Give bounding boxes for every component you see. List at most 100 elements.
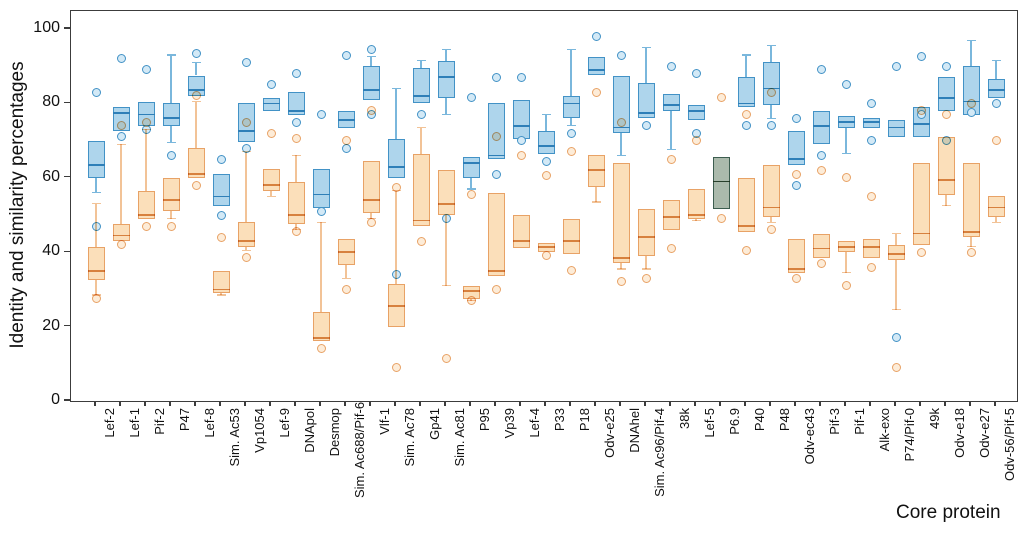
x-tick-mark — [744, 401, 746, 406]
x-tick-label-38k: 38k — [677, 408, 692, 429]
median-orange-Desmop — [312, 336, 330, 339]
outlier-blue-Alk-exo — [866, 98, 876, 108]
whisker-orange-Lef-2 — [95, 203, 97, 247]
whisker-blue-P48 — [770, 45, 772, 63]
median-blue-DNAhel — [612, 126, 630, 129]
median-orange-Odv-e27 — [962, 230, 980, 233]
median-blue-Sim-Ac688-Pif-6 — [337, 119, 355, 122]
box-orange-Odv-e18 — [937, 136, 955, 195]
whisker-blue-Lef-8 — [195, 62, 197, 76]
median-orange-Sim-Ac53 — [212, 288, 230, 291]
median-orange-P40 — [737, 225, 755, 228]
outlier-orange-P18 — [566, 266, 576, 276]
outlier-blue-Lef-5 — [691, 69, 701, 79]
whisker-cap-blue-Sim-Ac78 — [391, 87, 401, 90]
x-tick-mark — [544, 401, 546, 406]
box-orange-Pif-2 — [137, 190, 155, 219]
whisker-cap-blue-Odv-56-Pif-5 — [991, 60, 1001, 62]
box-blue-Odv-e18 — [937, 77, 955, 111]
median-blue-Odv-56-Pif-5 — [987, 89, 1005, 92]
box-orange-Vlf-1 — [362, 161, 380, 214]
median-blue-Sim-Ac96-Pif-4 — [637, 111, 655, 114]
whisker-cap-orange-Pif-2 — [141, 128, 151, 131]
box-blue-Odv-56-Pif-5 — [987, 79, 1005, 98]
outlier-orange-Sim-Ac53 — [216, 232, 226, 242]
outlier-blue-P33 — [541, 156, 551, 166]
outlier-blue-P74-Pif-0 — [891, 333, 901, 343]
whisker-cap-orange-P74-Pif-0 — [891, 233, 901, 235]
whisker-orange-Sim-Ac688-Pif-6 — [345, 265, 347, 279]
x-tick-mark — [419, 401, 421, 406]
box-blue-P33 — [537, 131, 555, 154]
whisker-orange-Odv-e27 — [970, 237, 972, 247]
median-blue-Vp1054 — [237, 130, 255, 133]
x-tick-mark — [769, 401, 771, 406]
median-orange-Odv-ec43 — [787, 268, 805, 270]
median-orange-P18 — [562, 240, 580, 242]
whisker-cap-blue-P95 — [466, 188, 476, 190]
box-orange-Lef-1 — [112, 224, 130, 242]
outlier-orange-Odv-ec43 — [791, 169, 801, 179]
median-orange-Lef-1 — [112, 234, 130, 237]
x-tick-mark — [344, 401, 346, 406]
box-blue-Alk-exo — [862, 118, 880, 128]
whisker-cap-orange-Lef-1 — [116, 143, 126, 145]
outlier-orange-P33 — [541, 251, 551, 261]
outlier-orange-Sim-Ac96-Pif-4 — [641, 273, 651, 283]
x-tick-label-P95: P95 — [477, 408, 492, 432]
box-blue-Lef-5 — [687, 105, 705, 121]
whisker-orange-Lef-5 — [695, 218, 697, 221]
outlier-orange-DNApol — [291, 227, 301, 237]
box-blue-Lef-9 — [262, 97, 280, 111]
box-blue-P95 — [462, 157, 480, 178]
outlier-blue-Desmop — [316, 110, 326, 120]
x-tick-label-Gp41: Gp41 — [427, 408, 442, 440]
median-blue-Vp39 — [487, 154, 505, 157]
box-blue-P18 — [562, 95, 580, 119]
median-orange-Vp1054 — [237, 240, 255, 242]
median-orange-P74-Pif-0 — [887, 253, 905, 255]
whisker-orange-Odv-56-Pif-5 — [995, 216, 997, 223]
x-tick-mark — [669, 401, 671, 406]
outlier-blue-Pif-3 — [816, 65, 826, 75]
outlier-blue-P95 — [466, 93, 476, 103]
whisker-blue-Sim-Ac96-Pif-4 — [645, 47, 647, 83]
whisker-blue-Sim-Ac78 — [395, 88, 397, 139]
outlier-orange-38k — [666, 243, 676, 253]
outlier-blue-Pif-1 — [841, 80, 851, 90]
x-tick-label-Lef-5: Lef-5 — [702, 408, 717, 438]
outlier-orange-Gp41 — [416, 236, 426, 246]
x-tick-mark — [844, 401, 846, 406]
x-tick-mark — [969, 401, 971, 406]
whisker-blue-Sim-Ac81 — [445, 97, 447, 115]
outlier-orange-Lef-2 — [91, 294, 101, 304]
outlier-orange-Vlf-1 — [366, 106, 376, 116]
median-orange-Lef-5 — [687, 214, 705, 216]
box-orange-Sim-Ac81 — [437, 170, 455, 215]
x-tick-label-P74-Pif-0: P74/Pif-0 — [902, 408, 917, 462]
outlier-orange-P47 — [166, 221, 176, 231]
outlier-blue-DNApol — [291, 117, 301, 127]
whisker-cap-orange-Odv-e25 — [591, 201, 601, 203]
outlier-orange-P95 — [466, 296, 476, 306]
y-tick-mark — [64, 101, 70, 104]
median-orange-Odv-e25 — [587, 169, 605, 172]
x-tick-label-Pif-2: Pif-2 — [152, 408, 167, 435]
median-blue-Odv-e18 — [937, 96, 955, 99]
box-blue-Desmop — [312, 168, 330, 208]
whisker-orange-Sim-Ac53 — [220, 293, 222, 295]
median-orange-P47 — [162, 199, 180, 202]
box-blue-DNAhel — [612, 75, 630, 134]
x-tick-mark — [619, 401, 621, 406]
whisker-cap-blue-Sim-Ac81 — [441, 113, 451, 116]
x-tick-label-Lef-4: Lef-4 — [527, 408, 542, 438]
whisker-cap-orange-Sim-Ac688-Pif-6 — [341, 277, 351, 279]
outlier-orange-P95 — [466, 190, 476, 200]
median-blue-Vlf-1 — [362, 89, 380, 92]
outlier-blue-Lef-9 — [266, 80, 276, 90]
outlier-orange-DNAhel — [616, 277, 626, 287]
box-blue-Lef-4 — [512, 99, 530, 139]
y-tick-mark — [64, 325, 70, 327]
outlier-orange-Alk-exo — [866, 191, 876, 201]
outlier-orange-Lef-8 — [191, 91, 201, 101]
